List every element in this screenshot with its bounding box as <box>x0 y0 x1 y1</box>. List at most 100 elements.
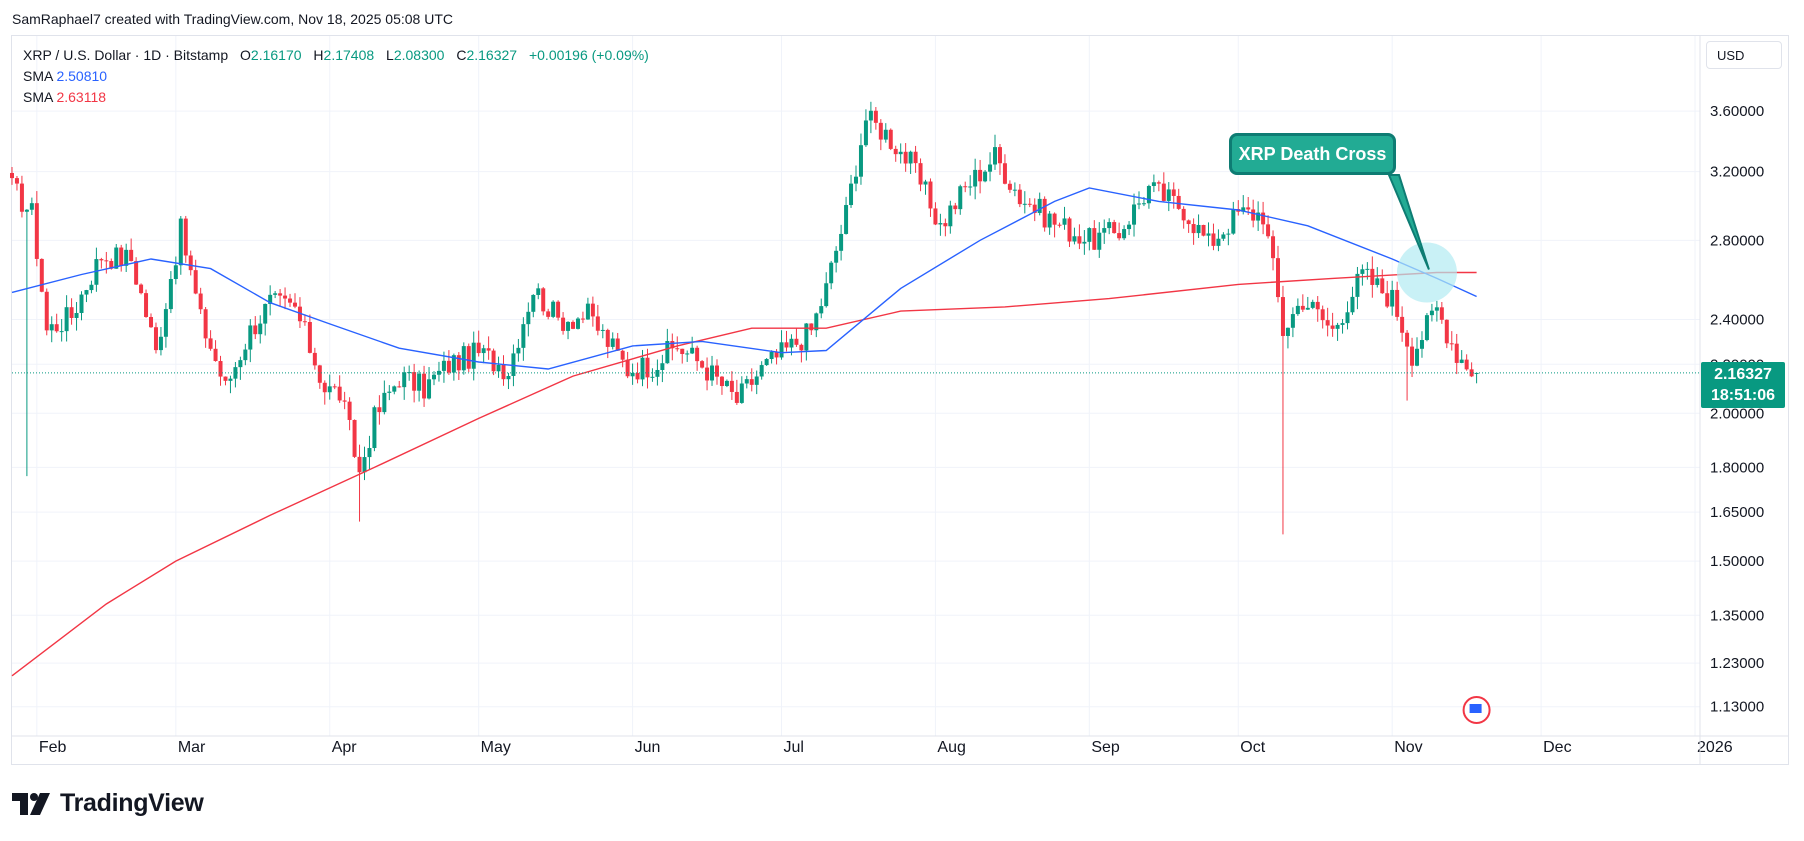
candle-body[interactable] <box>292 302 297 307</box>
candle-body[interactable] <box>531 294 536 312</box>
candle-body[interactable] <box>1017 189 1022 205</box>
candle-body[interactable] <box>1290 314 1295 328</box>
candle-body[interactable] <box>39 258 44 292</box>
candle-body[interactable] <box>124 249 129 266</box>
candle-body[interactable] <box>1385 293 1390 307</box>
candle-body[interactable] <box>729 380 734 392</box>
candle-body[interactable] <box>566 321 571 331</box>
candle-body[interactable] <box>1062 218 1067 225</box>
candle-body[interactable] <box>819 306 824 314</box>
candle-body[interactable] <box>1156 182 1161 184</box>
candle-body[interactable] <box>1335 324 1340 329</box>
candle-body[interactable] <box>685 353 690 355</box>
candle-body[interactable] <box>193 270 198 294</box>
candle-body[interactable] <box>1161 183 1166 201</box>
candle-body[interactable] <box>337 386 342 401</box>
candle-body[interactable] <box>536 288 541 295</box>
candle-body[interactable] <box>1449 343 1454 345</box>
candle-body[interactable] <box>1246 207 1251 210</box>
candle-body[interactable] <box>312 352 317 366</box>
candle-body[interactable] <box>615 338 620 351</box>
candle-body[interactable] <box>854 176 858 184</box>
candle-body[interactable] <box>1405 332 1410 347</box>
candle-body[interactable] <box>1231 209 1236 234</box>
candle-body[interactable] <box>1166 189 1171 201</box>
candle-body[interactable] <box>198 293 203 310</box>
candle-body[interactable] <box>1181 208 1186 221</box>
candle-body[interactable] <box>551 301 556 317</box>
candle-body[interactable] <box>34 203 39 259</box>
candle-body[interactable] <box>1057 224 1062 226</box>
candle-body[interactable] <box>993 147 998 165</box>
candle-body[interactable] <box>759 365 764 377</box>
candle-body[interactable] <box>302 321 307 323</box>
candle-body[interactable] <box>129 249 134 262</box>
candle-body[interactable] <box>109 261 114 269</box>
candle-body[interactable] <box>1047 213 1052 228</box>
candle-body[interactable] <box>739 383 744 403</box>
candle-body[interactable] <box>446 360 451 373</box>
candle-body[interactable] <box>670 341 675 349</box>
currency-button[interactable]: USD <box>1706 41 1782 69</box>
candle-body[interactable] <box>1082 241 1087 244</box>
candle-body[interactable] <box>863 120 868 146</box>
candle-body[interactable] <box>640 357 645 380</box>
candle-body[interactable] <box>218 361 223 377</box>
candle-body[interactable] <box>183 218 188 256</box>
candle-body[interactable] <box>1251 209 1256 221</box>
candle-body[interactable] <box>104 260 109 262</box>
candle-body[interactable] <box>784 342 789 348</box>
candle-body[interactable] <box>1439 307 1444 320</box>
candle-body[interactable] <box>749 379 754 385</box>
candle-body[interactable] <box>1380 278 1385 294</box>
candle-body[interactable] <box>1127 224 1132 230</box>
candle-body[interactable] <box>451 355 456 373</box>
symbol-name[interactable]: XRP / U.S. Dollar · 1D · Bitstamp <box>23 47 229 63</box>
candle-body[interactable] <box>1196 224 1201 234</box>
candle-body[interactable] <box>1429 310 1434 316</box>
candle-body[interactable] <box>417 373 422 391</box>
candle-body[interactable] <box>1092 228 1097 250</box>
candle-body[interactable] <box>1395 289 1400 317</box>
candle-body[interactable] <box>317 365 322 383</box>
candle-body[interactable] <box>724 380 729 387</box>
candlestick-chart[interactable]: 3.600003.200002.800002.400002.200002.000… <box>0 0 1804 770</box>
candle-body[interactable] <box>873 110 878 123</box>
candle-body[interactable] <box>407 372 412 374</box>
candle-body[interactable] <box>1022 203 1027 205</box>
candle-body[interactable] <box>501 364 506 380</box>
candle-body[interactable] <box>1415 348 1420 366</box>
candle-body[interactable] <box>680 348 685 355</box>
candle-body[interactable] <box>1360 269 1365 274</box>
candle-body[interactable] <box>824 283 829 307</box>
candle-body[interactable] <box>491 350 496 372</box>
candle-body[interactable] <box>1256 212 1261 221</box>
candle-body[interactable] <box>908 151 913 164</box>
tradingview-logo[interactable]: TradingView <box>12 789 204 818</box>
candle-body[interactable] <box>804 323 809 351</box>
candle-body[interactable] <box>253 325 258 335</box>
candle-body[interactable] <box>258 323 263 335</box>
candle-body[interactable] <box>263 303 268 324</box>
candle-body[interactable] <box>1305 307 1310 310</box>
candle-body[interactable] <box>1340 323 1345 325</box>
candle-body[interactable] <box>988 164 993 172</box>
candle-body[interactable] <box>779 342 784 358</box>
candle-body[interactable] <box>541 288 546 312</box>
candle-body[interactable] <box>397 386 402 388</box>
candle-body[interactable] <box>620 350 625 360</box>
candle-body[interactable] <box>1345 312 1350 324</box>
candle-body[interactable] <box>228 378 233 381</box>
candle-body[interactable] <box>268 294 273 304</box>
candle-body[interactable] <box>858 145 863 177</box>
candle-body[interactable] <box>938 223 943 225</box>
candle-body[interactable] <box>243 349 248 361</box>
candle-body[interactable] <box>441 360 446 371</box>
candle-body[interactable] <box>382 392 387 413</box>
candle-body[interactable] <box>158 336 163 351</box>
candle-body[interactable] <box>650 376 655 378</box>
candle-body[interactable] <box>585 303 590 320</box>
candle-body[interactable] <box>1261 212 1266 225</box>
candle-body[interactable] <box>734 391 739 403</box>
candle-body[interactable] <box>849 183 854 206</box>
